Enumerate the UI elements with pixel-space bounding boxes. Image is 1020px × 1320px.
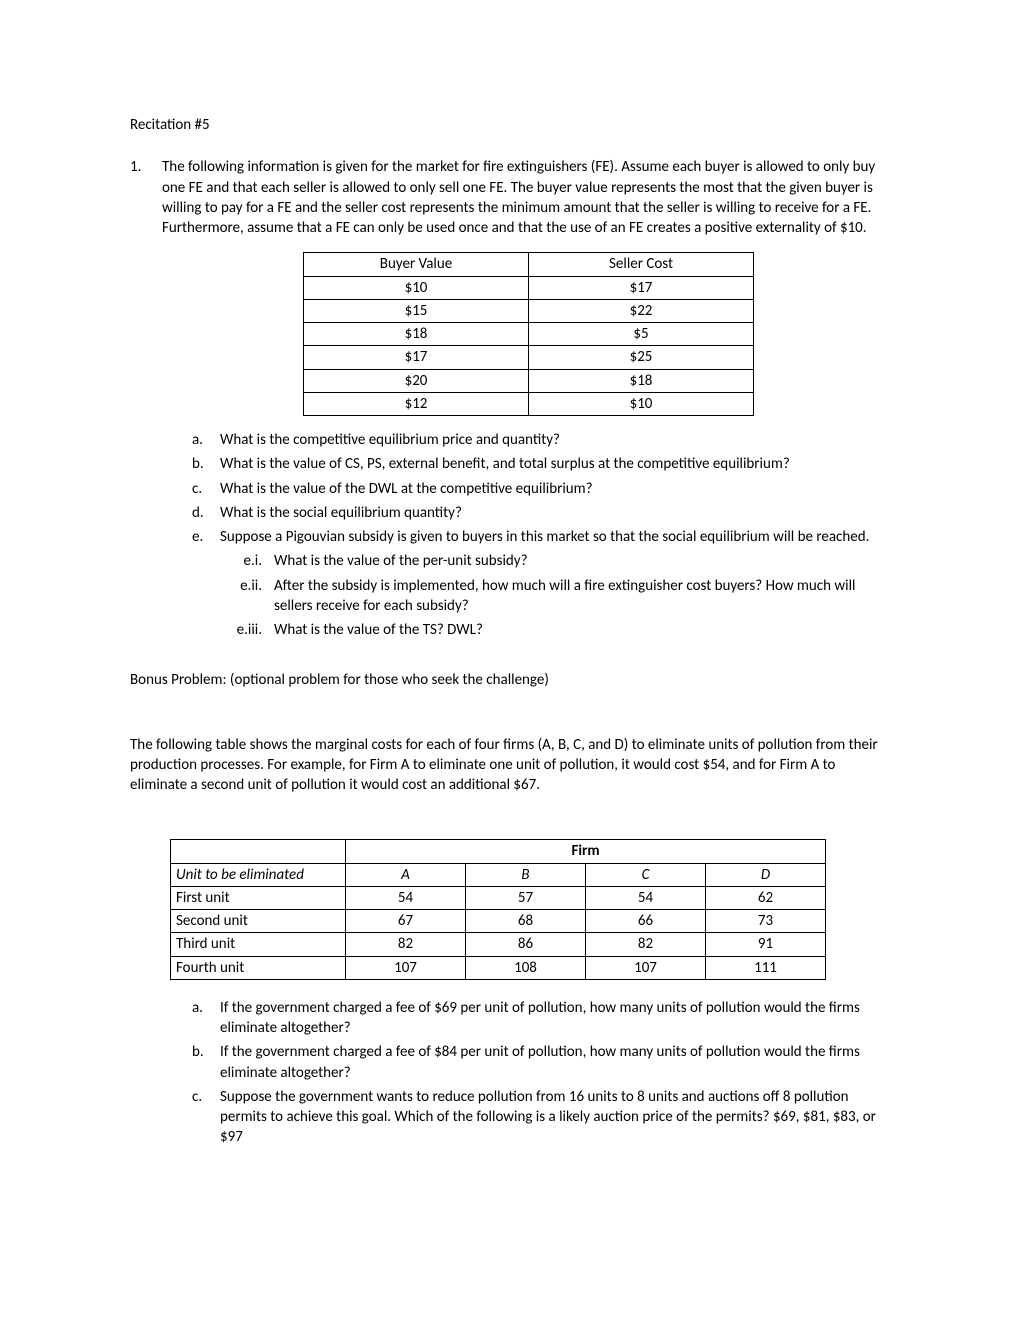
sub-b: b. What is the value of CS, PS, external… <box>192 454 895 474</box>
table-header-row: Firm <box>171 840 826 863</box>
bonus-sub-questions: a. If the government charged a fee of $6… <box>192 998 895 1148</box>
table-header-row: Buyer Value Seller Cost <box>304 253 754 276</box>
table-row: Third unit 82 86 82 91 <box>171 933 826 956</box>
table-row: Second unit 67 68 66 73 <box>171 910 826 933</box>
question-1-intro: The following information is given for t… <box>162 157 895 238</box>
sub-e-ii: e.ii. After the subsidy is implemented, … <box>230 576 895 617</box>
sub-e: e. Suppose a Pigouvian subsidy is given … <box>192 527 895 547</box>
bonus-sub-c: c. Suppose the government wants to reduc… <box>192 1087 895 1148</box>
col-header: Seller Cost <box>529 253 754 276</box>
firm-cost-table: Firm Unit to be eliminated A B C D First… <box>170 839 826 980</box>
sub-e-i: e.i. What is the value of the per-unit s… <box>230 551 895 571</box>
bonus-intro: The following table shows the marginal c… <box>130 735 895 796</box>
table-row: $18$5 <box>304 323 754 346</box>
question-1: 1. The following information is given fo… <box>130 157 895 644</box>
table-row: $20$18 <box>304 369 754 392</box>
sub-questions: a. What is the competitive equilibrium p… <box>192 430 895 640</box>
bonus-heading: Bonus Problem: (optional problem for tho… <box>130 670 895 690</box>
table-subheader-row: Unit to be eliminated A B C D <box>171 863 826 886</box>
sub-a: a. What is the competitive equilibrium p… <box>192 430 895 450</box>
document-title: Recitation #5 <box>130 115 895 135</box>
bonus-sub-b: b. If the government charged a fee of $8… <box>192 1042 895 1083</box>
sub-d: d. What is the social equilibrium quanti… <box>192 503 895 523</box>
question-number: 1. <box>130 157 162 644</box>
buyer-seller-table: Buyer Value Seller Cost $10$17 $15$22 $1… <box>303 252 754 416</box>
sub-c: c. What is the value of the DWL at the c… <box>192 479 895 499</box>
sub-e-items: e.i. What is the value of the per-unit s… <box>230 551 895 640</box>
table-row: Fourth unit 107 108 107 111 <box>171 956 826 979</box>
col-header: Buyer Value <box>304 253 529 276</box>
bonus-sub-a: a. If the government charged a fee of $6… <box>192 998 895 1039</box>
sub-e-iii: e.iii. What is the value of the TS? DWL? <box>230 620 895 640</box>
table-row: $17$25 <box>304 346 754 369</box>
table-row: $10$17 <box>304 276 754 299</box>
table-row: First unit 54 57 54 62 <box>171 886 826 909</box>
table-row: $15$22 <box>304 299 754 322</box>
table-row: $12$10 <box>304 392 754 415</box>
